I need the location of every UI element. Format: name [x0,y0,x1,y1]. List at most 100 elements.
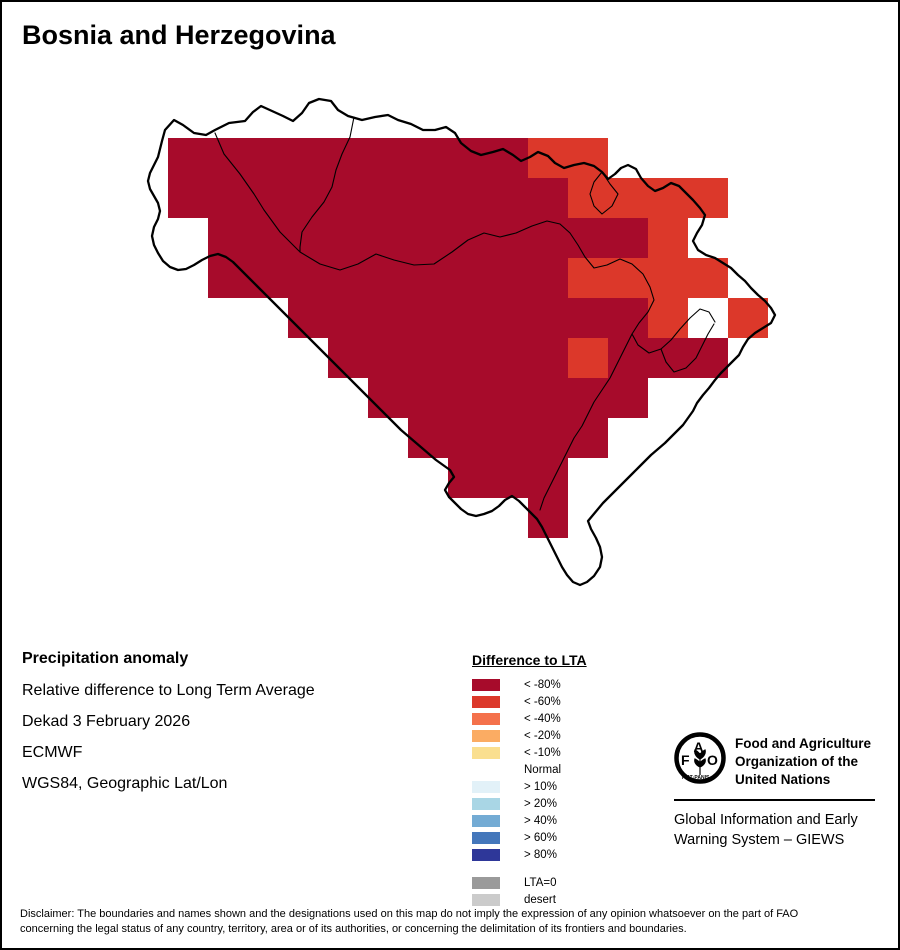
map-cell [288,178,328,218]
map-cell [608,178,648,218]
map-cell [568,178,608,218]
map-cell [448,218,488,258]
legend-item: > 20% [472,795,587,812]
legend-item: < -40% [472,710,587,727]
map-cell [648,258,688,298]
legend-item: > 40% [472,812,587,829]
map-cell [488,178,528,218]
map-cell [528,418,568,458]
legend-swatch [472,893,500,906]
map-cell [208,218,248,258]
map-cell [288,258,328,298]
map-cell [488,378,528,418]
legend-swatch [472,797,500,810]
map-cell [568,218,608,258]
map-cell [648,298,688,338]
text-line: United Nations [735,772,831,787]
disclaimer-text: Disclaimer: The boundaries and names sho… [20,907,888,936]
map-cell [648,338,688,378]
legend-swatch [472,729,500,742]
legend-title: Difference to LTA [472,652,587,668]
map-cell [368,258,408,298]
map-cell [448,178,488,218]
svg-text:A: A [694,739,704,755]
text-line: Food and Agriculture [735,736,871,751]
map-cell [568,338,608,378]
legend-items: < -80% < -60% < -40% < -20% < -10% Normal > 10… [472,676,587,908]
map-cell [488,218,528,258]
map-cell [168,178,208,218]
map-cell [568,258,608,298]
country-boundary [146,97,777,587]
info-heading: Precipitation anomaly [22,650,189,667]
map-cell [568,298,608,338]
map-cell [408,178,448,218]
map-cell [528,498,568,538]
legend-item: desert [472,891,587,908]
internal-boundary-lines [214,116,716,511]
map-cell [528,378,568,418]
map-cell [208,138,248,178]
legend-item: < -60% [472,693,587,710]
text-line: Organization of the [735,754,858,769]
map-cell [368,218,408,258]
legend-item: < -80% [472,676,587,693]
legend-label: desert [524,893,556,906]
map-cell [368,178,408,218]
map-cell [488,258,528,298]
map-cell [568,418,608,458]
map-cell [328,138,368,178]
fao-org-name: Food and Agriculture Organization of the U… [735,729,871,789]
legend-label: LTA=0 [524,876,557,889]
map-cell [248,178,288,218]
map-cell [328,178,368,218]
map-cell [448,298,488,338]
map-cell [368,378,408,418]
map-cell [688,258,728,298]
legend-swatch [472,780,500,793]
text-line: Warning System – GIEWS [674,832,845,848]
legend: Difference to LTA < -80% < -60% < -40% < -2… [472,652,587,908]
legend-label: < -20% [524,729,561,742]
map-cell [448,338,488,378]
legend-label: Normal [524,763,562,776]
legend-swatch [472,876,500,889]
map-cell [328,218,368,258]
legend-label: < -10% [524,746,561,759]
text-line: WGS84, Geographic Lat/Lon [22,775,228,792]
fao-block: F A O FIAT·PANIS Food and Agriculture Org… [674,729,884,850]
map-cell [488,138,528,178]
info-lines: Relative difference to Long Term Average… [22,682,315,793]
map-cell [608,378,648,418]
legend-item: < -20% [472,727,587,744]
map-cell [528,138,568,178]
fao-divider [674,799,875,801]
map-cell [248,138,288,178]
map-cell [448,258,488,298]
map-cell [488,338,528,378]
map-cell [368,138,408,178]
legend-swatch [472,746,500,759]
legend-item: > 10% [472,778,587,795]
text-line: ECMWF [22,744,83,761]
map-cell [208,178,248,218]
map-cell [168,138,208,178]
map-cell [408,218,448,258]
legend-swatch [472,814,500,827]
text-line: Global Information and Early [674,812,858,828]
text-line: Disclaimer: The boundaries and names sho… [20,908,799,920]
legend-label: > 80% [524,848,557,861]
map-cell [408,338,448,378]
map-cell [288,298,328,338]
map-cell [728,298,768,338]
map-info-block: Precipitation anomaly Relative differenc… [22,650,315,806]
map-cell [448,378,488,418]
svg-text:F: F [681,752,690,768]
legend-label: > 40% [524,814,557,827]
legend-label: > 20% [524,797,557,810]
map-cell [368,338,408,378]
map-cell [608,298,648,338]
legend-label: < -40% [524,712,561,725]
